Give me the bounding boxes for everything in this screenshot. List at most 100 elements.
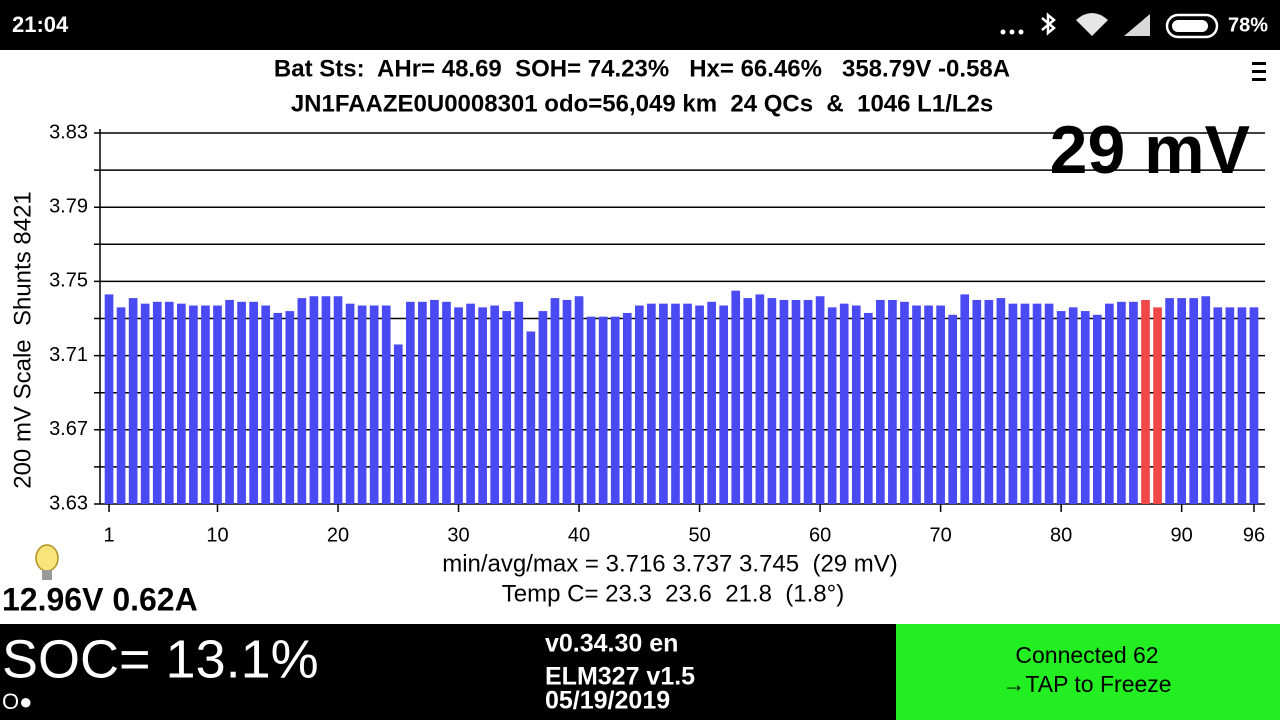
bar <box>321 296 331 504</box>
bulb-icon <box>35 544 59 580</box>
status-icons <box>1000 12 1219 39</box>
status-bar <box>0 0 1280 50</box>
bar <box>1129 301 1138 504</box>
bar <box>249 301 258 504</box>
bar <box>984 299 994 504</box>
bar <box>273 312 283 504</box>
chart: 3.63 3.67 3.71 3.75 3.79 3.83 1 10 20 30 40 50 60 70 8… <box>49 121 1265 546</box>
bar <box>405 301 415 504</box>
bar <box>815 296 825 504</box>
connection-status: Connected 62 <box>1015 642 1158 668</box>
voltage-stats: min/avg/max = 3.716 3.737 3.745 (29 mV) <box>442 550 898 577</box>
bar <box>225 299 234 504</box>
bar <box>490 305 500 504</box>
bar <box>189 305 198 504</box>
x-tick-label: 70 <box>929 524 951 546</box>
bar <box>936 305 945 504</box>
bar <box>442 301 451 504</box>
bar <box>803 299 813 504</box>
x-tick-label: 96 <box>1243 524 1265 546</box>
clock: 21:04 <box>12 12 69 37</box>
bar <box>876 299 885 504</box>
bar <box>719 305 729 504</box>
bar <box>900 301 909 504</box>
bar <box>1008 303 1018 504</box>
y-tick-label: 3.63 <box>49 492 88 514</box>
y-tick-label: 3.67 <box>49 418 88 440</box>
x-tick-label: 60 <box>809 524 831 546</box>
bar <box>1153 307 1162 504</box>
aux-battery: 12.96V 0.62A <box>2 581 198 617</box>
bar <box>1201 296 1211 504</box>
bar <box>779 299 789 504</box>
bar <box>454 307 463 504</box>
temperature-stats: Temp C= 23.3 23.6 21.8 (1.8°) <box>502 580 844 607</box>
bar <box>1020 303 1030 504</box>
bar <box>1249 307 1259 504</box>
bar <box>912 305 921 504</box>
bar <box>1141 299 1150 504</box>
bar <box>357 305 367 504</box>
battery-percent: 78% <box>1228 14 1268 36</box>
soc: SOC= 13.1% <box>2 629 319 689</box>
bar <box>466 303 475 504</box>
bar <box>538 311 548 504</box>
bar <box>948 314 958 504</box>
bar <box>261 305 271 504</box>
date: 05/19/2019 <box>545 687 670 715</box>
bar <box>586 316 596 504</box>
bar <box>707 301 716 504</box>
bar <box>381 305 391 504</box>
y-tick-label: 3.75 <box>49 270 88 292</box>
bar <box>213 305 222 504</box>
spread-label: 29 mV <box>1050 112 1250 188</box>
bar <box>960 294 970 504</box>
menu-button[interactable] <box>1252 62 1266 81</box>
bar <box>634 305 644 504</box>
bar <box>201 305 210 504</box>
bar <box>1117 301 1126 504</box>
bar <box>1092 314 1102 504</box>
y-tick-label: 3.83 <box>49 121 88 143</box>
bar <box>1165 298 1174 504</box>
bar <box>1213 307 1223 504</box>
bar <box>562 299 572 504</box>
bar <box>1177 298 1187 504</box>
bar <box>695 305 704 504</box>
bar <box>309 296 319 504</box>
bar <box>514 301 524 504</box>
bar <box>1068 307 1078 504</box>
bar <box>683 303 692 504</box>
x-tick-label: 20 <box>327 524 349 546</box>
bar <box>647 303 656 504</box>
bar <box>502 311 512 504</box>
connection-button[interactable] <box>896 624 1280 720</box>
version: v0.34.30 en <box>545 630 678 658</box>
bar <box>924 305 933 504</box>
bar <box>128 298 138 504</box>
y-axis-label: 200 mV Scale Shunts 8421 <box>9 191 36 489</box>
bar <box>297 298 307 504</box>
bar <box>140 303 150 504</box>
bar <box>1056 311 1066 504</box>
bar <box>743 298 753 504</box>
x-tick-label: 90 <box>1171 524 1193 546</box>
x-tick-label: 10 <box>206 524 228 546</box>
bar <box>839 303 849 504</box>
bar <box>285 311 295 504</box>
bar <box>152 301 162 504</box>
bar <box>622 312 632 504</box>
x-tick-label: 80 <box>1050 524 1072 546</box>
bar <box>1189 298 1199 504</box>
bar <box>1032 303 1042 504</box>
bar <box>369 305 379 504</box>
bar <box>1044 303 1054 504</box>
bar <box>430 299 439 504</box>
bar <box>1237 307 1247 504</box>
bar <box>418 301 427 504</box>
header-line: JN1FAAZE0U0008301 odo=56,049 km 24 QCs &… <box>291 90 993 117</box>
bar <box>755 294 765 504</box>
bar <box>888 299 897 504</box>
